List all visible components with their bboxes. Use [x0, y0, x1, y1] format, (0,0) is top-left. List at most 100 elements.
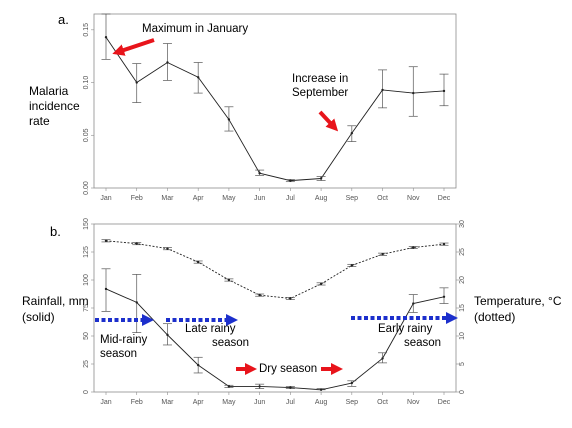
- season-mid-rainy-line2: season: [100, 348, 138, 360]
- series-line-0: [105, 36, 445, 182]
- data-point: [196, 260, 200, 264]
- season-early-rainy-line1: Early rainy: [378, 323, 433, 335]
- x-tick-label-feb: Feb: [131, 399, 143, 406]
- data-point: [104, 36, 108, 39]
- y2-tick-label: 20: [459, 276, 466, 284]
- season-early-rainy-line2: season: [404, 337, 442, 349]
- y2-tick-label: 15: [459, 304, 466, 312]
- data-point: [412, 91, 415, 95]
- x-tick-label-nov: Nov: [407, 195, 420, 202]
- x-tick-label-jun: Jun: [254, 195, 265, 202]
- y-tick-label: 0: [83, 390, 90, 394]
- x-tick-label-oct: Oct: [377, 195, 388, 202]
- data-point: [166, 61, 169, 64]
- annotation-increase-line1: Increase in: [292, 73, 349, 85]
- season-late-rainy-line1: Late rainy: [185, 323, 236, 335]
- season-dry: Dry season: [259, 363, 318, 375]
- data-point: [350, 264, 354, 267]
- data-point: [442, 242, 446, 246]
- x-tick-label-dec: Dec: [438, 195, 451, 202]
- data-point: [258, 385, 261, 388]
- data-point: [319, 177, 323, 180]
- data-point: [135, 242, 138, 245]
- data-point: [319, 282, 323, 286]
- y-tick-label: 0.15: [83, 23, 90, 37]
- panel-b-ylabel-right-2: (dotted): [474, 310, 516, 324]
- x-tick-label-jun: Jun: [254, 399, 265, 406]
- series-line-0: [105, 288, 445, 391]
- x-tick-label-sep: Sep: [346, 399, 359, 406]
- panel-b-label: b.: [50, 224, 61, 239]
- data-point: [104, 239, 108, 242]
- y2-tick-label: 5: [459, 362, 466, 366]
- x-tick-label-dec: Dec: [438, 399, 451, 406]
- annotation-maximum-january: Maximum in January: [142, 23, 249, 35]
- plot-frame: [93, 13, 457, 189]
- data-point: [442, 89, 446, 93]
- data-point: [381, 357, 384, 360]
- data-point: [166, 333, 169, 337]
- data-point: [289, 386, 292, 389]
- data-point: [104, 287, 108, 291]
- data-point: [319, 388, 323, 391]
- x-tick-label-jul: Jul: [286, 399, 295, 406]
- x-tick-label-apr: Apr: [193, 399, 205, 406]
- y-tick-label: 25: [83, 360, 90, 368]
- y-tick-label: 0.00: [83, 181, 90, 195]
- y2-tick-label: 25: [459, 248, 466, 256]
- x-tick-label-jul: Jul: [286, 195, 295, 202]
- data-point: [258, 172, 261, 175]
- y-tick-label: 150: [83, 218, 90, 230]
- x-tick-label-nov: Nov: [407, 399, 420, 406]
- panel-a-ylabel: Malaria incidence rate: [29, 84, 80, 128]
- data-point: [412, 246, 415, 249]
- x-tick-label-apr: Apr: [193, 195, 205, 202]
- panel-b-ylabel-left-1: Rainfall, mm: [22, 294, 89, 308]
- data-point: [135, 301, 138, 304]
- y2-tick-label: 10: [459, 332, 466, 340]
- y-tick-label: 75: [83, 304, 90, 312]
- x-tick-label-aug: Aug: [315, 195, 328, 202]
- y-tick-label: 0.10: [83, 76, 90, 90]
- season-mid-rainy-line1: Mid-rainy: [100, 334, 148, 346]
- data-point: [350, 381, 354, 385]
- panel-b-chart: Jan Feb Mar Apr May Jun Jul Aug Sep Oct Nov Dec 0 25 5…: [83, 218, 466, 406]
- data-point: [196, 76, 200, 79]
- panel-a-label: a.: [58, 12, 69, 27]
- annotation-increase-line2: September: [292, 87, 349, 99]
- x-tick-label-aug: Aug: [315, 399, 328, 406]
- x-tick-label-oct: Oct: [377, 399, 388, 406]
- data-point: [258, 293, 261, 297]
- season-late-rainy-line2: season: [212, 337, 250, 349]
- x-tick-label-jan: Jan: [100, 195, 111, 202]
- data-point: [289, 179, 292, 182]
- x-tick-label-jan: Jan: [100, 399, 111, 406]
- panel-a-chart: Jan Feb Mar Apr May Jun Jul Aug Sep Oct Nov Dec 0.00…: [83, 13, 457, 202]
- data-point: [381, 88, 384, 92]
- y-tick-label: 100: [83, 274, 90, 286]
- x-tick-label-sep: Sep: [346, 195, 359, 202]
- x-tick-label-mar: Mar: [161, 399, 174, 406]
- y-tick-label: 125: [83, 246, 90, 258]
- data-point: [227, 118, 231, 121]
- data-point: [289, 297, 292, 300]
- y-tick-label: 50: [83, 332, 90, 340]
- x-tick-label-may: May: [222, 195, 236, 202]
- series-line-1: [105, 240, 445, 299]
- y-tick-label: 0.05: [83, 128, 90, 142]
- arrow-increase-september: [318, 110, 339, 132]
- data-point: [381, 253, 384, 256]
- x-tick-label-mar: Mar: [161, 195, 174, 202]
- panel-b-ylabel-left-2: (solid): [22, 310, 55, 324]
- x-tick-label-may: May: [222, 399, 236, 406]
- data-point: [166, 247, 169, 250]
- x-tick-label-feb: Feb: [131, 195, 143, 202]
- y2-tick-label: 30: [459, 220, 466, 228]
- data-point: [135, 81, 138, 84]
- y2-tick-label: 0: [459, 390, 466, 394]
- panel-b-ylabel-right-1: Temperature, °C: [474, 294, 562, 308]
- data-point: [412, 302, 415, 305]
- data-point: [442, 295, 446, 298]
- data-point: [227, 385, 231, 388]
